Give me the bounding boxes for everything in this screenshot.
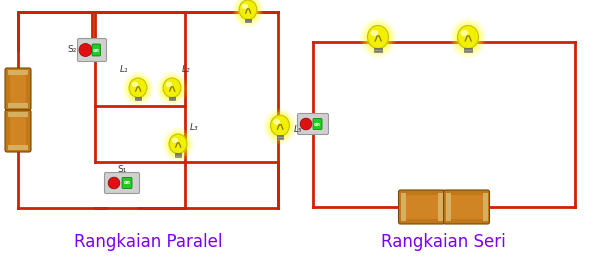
Text: on: on (93, 48, 100, 52)
Bar (8, 112, 28, 117)
Ellipse shape (239, 0, 257, 20)
Ellipse shape (166, 82, 172, 87)
Ellipse shape (238, 0, 258, 22)
Bar (8, 70, 28, 75)
Text: on: on (124, 180, 131, 186)
Ellipse shape (264, 108, 296, 144)
Ellipse shape (371, 30, 378, 36)
Ellipse shape (132, 82, 138, 87)
FancyBboxPatch shape (298, 114, 328, 134)
Bar (403, 195, 440, 219)
Circle shape (300, 118, 312, 130)
Ellipse shape (129, 78, 147, 97)
FancyBboxPatch shape (77, 39, 106, 61)
Bar (446, 193, 450, 221)
Ellipse shape (269, 115, 291, 138)
Text: L₅: L₅ (293, 125, 302, 134)
Ellipse shape (233, 0, 263, 27)
Bar (448, 195, 485, 219)
Bar (464, 48, 472, 52)
Ellipse shape (128, 77, 148, 100)
Ellipse shape (366, 25, 390, 51)
Ellipse shape (457, 25, 479, 49)
FancyBboxPatch shape (444, 190, 489, 224)
Ellipse shape (242, 4, 248, 9)
FancyBboxPatch shape (5, 68, 31, 110)
Text: L₃: L₃ (189, 124, 198, 133)
Ellipse shape (157, 72, 187, 105)
Ellipse shape (159, 75, 185, 103)
Bar (175, 153, 181, 157)
Bar (374, 48, 382, 52)
Ellipse shape (168, 133, 188, 156)
Ellipse shape (450, 18, 486, 58)
Ellipse shape (163, 78, 181, 97)
FancyBboxPatch shape (5, 110, 31, 152)
Text: Rangkaian Paralel: Rangkaian Paralel (74, 233, 222, 251)
FancyBboxPatch shape (122, 178, 132, 188)
Circle shape (108, 177, 120, 189)
Ellipse shape (163, 128, 193, 161)
Ellipse shape (125, 75, 151, 103)
Bar (8, 103, 28, 108)
Bar (277, 135, 283, 139)
Bar (400, 193, 406, 221)
Ellipse shape (267, 112, 293, 141)
Bar (10, 115, 26, 147)
FancyBboxPatch shape (92, 44, 100, 56)
Ellipse shape (453, 22, 483, 54)
Ellipse shape (363, 22, 393, 54)
Ellipse shape (460, 30, 468, 36)
FancyBboxPatch shape (313, 118, 322, 130)
Ellipse shape (123, 72, 153, 105)
Text: S₂: S₂ (67, 45, 77, 54)
Ellipse shape (169, 134, 187, 153)
FancyBboxPatch shape (105, 172, 140, 194)
Circle shape (79, 43, 92, 57)
Ellipse shape (273, 119, 280, 125)
Text: on: on (314, 122, 321, 126)
Bar (482, 193, 488, 221)
Ellipse shape (162, 77, 182, 100)
Bar (8, 145, 28, 150)
Ellipse shape (165, 131, 191, 159)
Bar (10, 73, 26, 105)
Ellipse shape (270, 115, 289, 136)
Bar (135, 97, 141, 100)
Text: Rangkaian Seri: Rangkaian Seri (381, 233, 505, 251)
Ellipse shape (368, 25, 388, 49)
Bar (438, 193, 443, 221)
FancyBboxPatch shape (399, 190, 444, 224)
Bar (169, 97, 175, 100)
Text: S₁: S₁ (117, 164, 127, 173)
Bar (245, 19, 251, 23)
Ellipse shape (360, 18, 396, 58)
Text: L₁: L₁ (119, 66, 128, 75)
Ellipse shape (456, 25, 480, 51)
Ellipse shape (172, 138, 178, 143)
Ellipse shape (235, 0, 261, 25)
Text: L₂: L₂ (182, 66, 190, 75)
